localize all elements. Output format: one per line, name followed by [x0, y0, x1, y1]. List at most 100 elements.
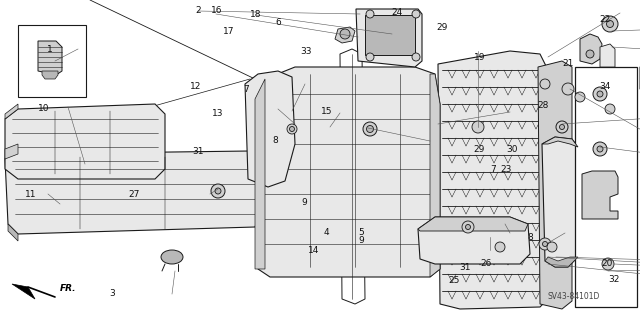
Text: 13: 13: [212, 109, 223, 118]
Circle shape: [412, 10, 420, 18]
Text: 16: 16: [211, 6, 222, 15]
Polygon shape: [542, 137, 578, 147]
Polygon shape: [5, 151, 265, 234]
Circle shape: [607, 20, 614, 27]
Circle shape: [287, 124, 297, 134]
Polygon shape: [580, 34, 602, 64]
Polygon shape: [255, 79, 265, 269]
Text: 24: 24: [391, 8, 403, 17]
Text: 12: 12: [189, 82, 201, 91]
Text: 26: 26: [481, 259, 492, 268]
Text: 9: 9: [359, 236, 364, 245]
Polygon shape: [12, 284, 35, 299]
Polygon shape: [582, 171, 618, 219]
Text: 5: 5: [359, 228, 364, 237]
Text: 27: 27: [129, 190, 140, 199]
Text: SV43-84101D: SV43-84101D: [548, 292, 600, 301]
Text: 1: 1: [47, 45, 52, 54]
Bar: [365, 15, 415, 55]
Polygon shape: [542, 137, 578, 267]
Polygon shape: [335, 27, 355, 43]
Text: 33: 33: [300, 47, 312, 56]
Circle shape: [556, 121, 568, 133]
Polygon shape: [8, 224, 18, 241]
Text: 18: 18: [250, 10, 262, 19]
Circle shape: [602, 258, 614, 270]
Circle shape: [597, 91, 603, 97]
Circle shape: [215, 188, 221, 194]
Polygon shape: [340, 49, 365, 304]
Text: 14: 14: [308, 246, 319, 255]
Polygon shape: [245, 71, 295, 187]
Circle shape: [540, 79, 550, 89]
Text: FR.: FR.: [60, 284, 77, 293]
Circle shape: [593, 87, 607, 101]
Text: 15: 15: [321, 107, 332, 116]
Text: 34: 34: [599, 82, 611, 91]
Text: 28: 28: [537, 101, 548, 110]
Ellipse shape: [161, 250, 183, 264]
Circle shape: [559, 124, 564, 130]
Circle shape: [211, 184, 225, 198]
Circle shape: [289, 127, 294, 131]
Circle shape: [340, 29, 350, 39]
Text: 32: 32: [609, 275, 620, 284]
Circle shape: [366, 53, 374, 61]
Text: 31: 31: [193, 147, 204, 156]
Text: 7: 7: [490, 165, 495, 174]
Circle shape: [462, 221, 474, 233]
Circle shape: [363, 122, 377, 136]
Polygon shape: [418, 217, 530, 264]
Circle shape: [562, 83, 574, 95]
Polygon shape: [438, 51, 550, 309]
Polygon shape: [42, 71, 58, 79]
Text: 21: 21: [563, 59, 574, 68]
Text: 2: 2: [196, 6, 201, 15]
Polygon shape: [250, 141, 262, 164]
Polygon shape: [5, 144, 18, 159]
Text: 3: 3: [109, 289, 115, 298]
Text: 29: 29: [436, 23, 447, 32]
Text: 29: 29: [473, 145, 484, 154]
Circle shape: [547, 242, 557, 252]
Circle shape: [412, 53, 420, 61]
Circle shape: [367, 125, 374, 132]
Circle shape: [575, 92, 585, 102]
Text: 11: 11: [25, 190, 36, 199]
Text: 10: 10: [38, 104, 49, 113]
Text: 23: 23: [500, 165, 511, 174]
Polygon shape: [418, 217, 528, 231]
Text: 19: 19: [474, 53, 486, 62]
Polygon shape: [255, 67, 440, 277]
Polygon shape: [38, 41, 62, 75]
Circle shape: [593, 142, 607, 156]
Text: 8: 8: [527, 233, 532, 242]
Text: 6: 6: [276, 18, 281, 27]
Circle shape: [597, 146, 603, 152]
Polygon shape: [356, 9, 422, 67]
Circle shape: [472, 121, 484, 133]
Text: 20: 20: [601, 259, 612, 268]
Bar: [18, 25, 86, 97]
Bar: [575, 67, 637, 307]
Polygon shape: [5, 104, 18, 119]
Polygon shape: [430, 74, 440, 277]
Circle shape: [539, 238, 551, 250]
Text: 31: 31: [459, 263, 470, 271]
Circle shape: [602, 16, 618, 32]
Text: 4: 4: [324, 228, 329, 237]
Circle shape: [605, 104, 615, 114]
Polygon shape: [545, 257, 578, 267]
Polygon shape: [538, 61, 572, 309]
Text: 9: 9: [301, 198, 307, 207]
Circle shape: [465, 225, 470, 229]
Text: 7: 7: [244, 85, 249, 94]
Circle shape: [543, 241, 547, 247]
Text: 8: 8: [273, 137, 278, 145]
Text: 17: 17: [223, 27, 235, 36]
Circle shape: [586, 50, 594, 58]
Circle shape: [495, 242, 505, 252]
Polygon shape: [5, 104, 165, 179]
Circle shape: [366, 10, 374, 18]
Text: 30: 30: [506, 145, 518, 154]
